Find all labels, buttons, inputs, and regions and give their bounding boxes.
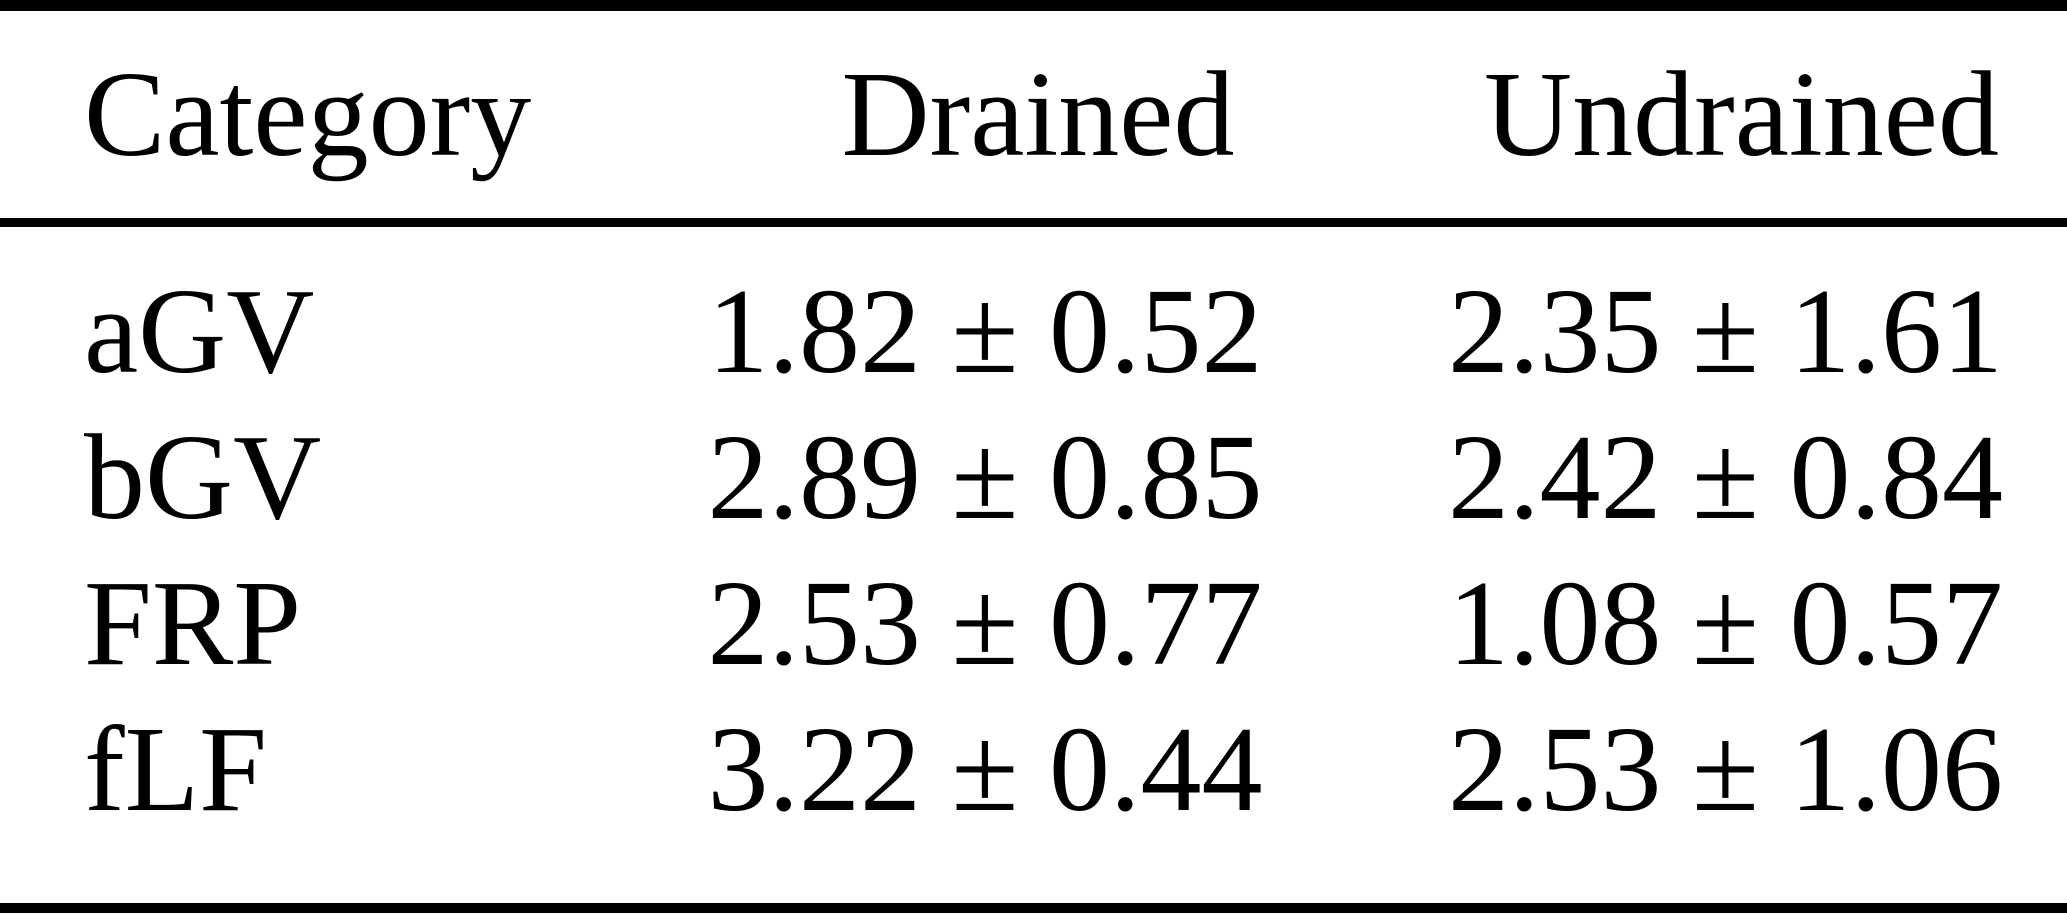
table-row: FRP 2.53 ± 0.77 1.08 ± 0.57 — [0, 551, 2067, 697]
row-category-label: FRP — [84, 556, 302, 691]
table-header-row: Category Drained Undrained — [0, 11, 2067, 218]
row-category-label: aGV — [84, 264, 315, 399]
table-header-separator-rule — [0, 218, 2067, 227]
column-header-drained: Drained — [841, 46, 1235, 182]
table-bottom-rule — [0, 903, 2067, 913]
table-row: bGV 2.89 ± 0.85 2.42 ± 0.84 — [0, 405, 2067, 551]
table-top-rule — [0, 0, 2067, 11]
undrained-value: 2.42 ± 0.84 — [1448, 410, 2003, 545]
column-header-undrained: Undrained — [1484, 46, 1999, 182]
drained-value: 2.53 ± 0.77 — [707, 556, 1263, 691]
column-header-category: Category — [84, 46, 532, 182]
table-row: fLF 3.22 ± 0.44 2.53 ± 1.06 — [0, 697, 2067, 843]
drained-value: 2.89 ± 0.85 — [707, 410, 1263, 545]
table-body: aGV 1.82 ± 0.52 2.35 ± 1.61 bGV 2.89 ± 0… — [0, 227, 2067, 843]
table-row: aGV 1.82 ± 0.52 2.35 ± 1.61 — [0, 259, 2067, 405]
undrained-value: 1.08 ± 0.57 — [1448, 556, 2003, 691]
undrained-value: 2.53 ± 1.06 — [1448, 702, 2003, 837]
row-category-label: fLF — [84, 702, 267, 837]
drained-value: 3.22 ± 0.44 — [707, 702, 1263, 837]
undrained-value: 2.35 ± 1.61 — [1448, 264, 2003, 399]
drained-value: 1.82 ± 0.52 — [707, 264, 1263, 399]
row-category-label: bGV — [84, 410, 322, 545]
